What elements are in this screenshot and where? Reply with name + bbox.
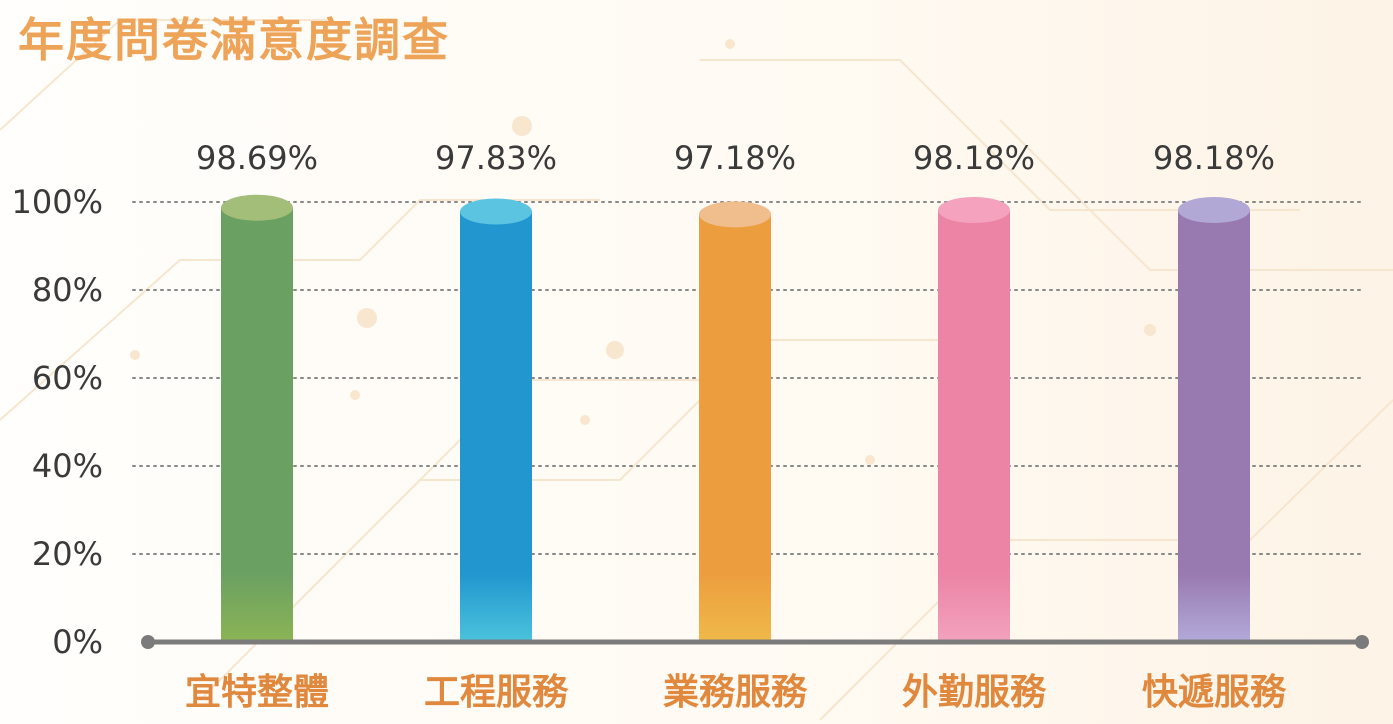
- value-label: 98.69%: [196, 139, 318, 177]
- y-tick-label: 20%: [32, 535, 103, 573]
- bar: [1178, 197, 1250, 642]
- value-label: 97.18%: [674, 139, 796, 177]
- bar-body: [699, 214, 771, 642]
- bar-body: [938, 210, 1010, 642]
- value-label: 97.83%: [435, 139, 557, 177]
- value-labels: 98.69% 97.83% 97.18% 98.18% 98.18%: [196, 139, 1275, 177]
- bar-cap: [699, 201, 771, 228]
- page-title: 年度問卷滿意度調查: [18, 13, 450, 67]
- x-axis: [141, 635, 1369, 649]
- y-tick-label: 80%: [32, 271, 103, 309]
- grid-lines: [132, 201, 1361, 555]
- bar: [460, 198, 532, 642]
- bar-cap: [1178, 197, 1250, 224]
- category-labels: 宜特整體 工程服務 業務服務 外勤服務 快遞服務: [185, 672, 1287, 713]
- value-label: 98.18%: [913, 139, 1035, 177]
- category-label: 工程服務: [424, 672, 569, 713]
- axis-end-dot: [1355, 635, 1369, 649]
- bar-cap: [221, 194, 293, 221]
- value-label: 98.18%: [1153, 139, 1275, 177]
- bar-body: [221, 207, 293, 642]
- axis-end-dot: [141, 635, 155, 649]
- y-tick-label: 40%: [32, 447, 103, 485]
- bar: [699, 201, 771, 642]
- category-label: 外勤服務: [902, 672, 1047, 713]
- category-label: 業務服務: [663, 672, 808, 713]
- bars: [221, 194, 1250, 642]
- bar: [221, 194, 293, 642]
- bar-cap: [460, 198, 532, 225]
- y-tick-label: 0%: [52, 623, 103, 661]
- bar-body: [460, 211, 532, 642]
- category-label: 快遞服務: [1142, 672, 1287, 713]
- bar: [938, 197, 1010, 642]
- y-axis-ticks: 0% 20% 40% 60% 80% 100%: [12, 183, 103, 661]
- y-tick-label: 60%: [32, 359, 103, 397]
- y-tick-label: 100%: [12, 183, 103, 221]
- bar-body: [1178, 210, 1250, 642]
- bar-cap: [938, 197, 1010, 224]
- category-label: 宜特整體: [185, 672, 329, 713]
